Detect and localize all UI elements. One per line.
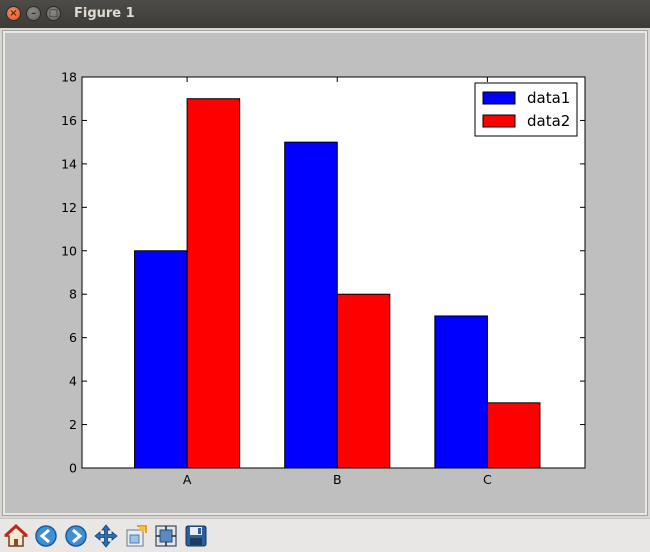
y-tick-label: 2 xyxy=(69,417,77,432)
bar-data2-A xyxy=(186,98,241,469)
bar-data2-C xyxy=(486,402,541,469)
home-button[interactable] xyxy=(3,523,29,549)
zoom-rect-icon xyxy=(126,525,147,547)
legend-label-data1: data1 xyxy=(527,89,570,107)
legend-swatch-data2 xyxy=(482,114,516,128)
minimize-window-icon[interactable]: – xyxy=(26,6,41,21)
y-tick-label: 18 xyxy=(61,70,77,85)
bar-data1-A xyxy=(134,250,188,469)
title-bar: × – □ Figure 1 xyxy=(0,0,650,28)
bar-data2-B xyxy=(336,293,391,469)
x-tick-label: A xyxy=(183,472,192,487)
x-tick-label: B xyxy=(333,472,342,487)
y-tick-label: 10 xyxy=(61,243,77,258)
arrow-right-icon xyxy=(65,525,87,547)
legend-label-data2: data2 xyxy=(527,112,570,130)
pan-button[interactable] xyxy=(93,523,119,549)
bar-data1-B xyxy=(284,141,338,469)
y-tick-label: 16 xyxy=(61,113,77,128)
zoom-button[interactable] xyxy=(123,523,149,549)
y-tick-label: 0 xyxy=(69,461,77,476)
y-tick-label: 6 xyxy=(69,330,77,345)
maximize-window-icon[interactable]: □ xyxy=(46,6,61,21)
subplots-button[interactable] xyxy=(153,523,179,549)
save-icon xyxy=(185,525,207,547)
y-tick-label: 4 xyxy=(69,374,77,389)
subplots-icon xyxy=(155,525,177,547)
back-button[interactable] xyxy=(33,523,59,549)
y-tick-label: 8 xyxy=(69,287,77,302)
forward-button[interactable] xyxy=(63,523,89,549)
home-icon xyxy=(4,524,28,547)
axes-frame xyxy=(81,76,586,469)
x-tick-label: C xyxy=(483,472,492,487)
navigation-toolbar xyxy=(0,518,650,552)
arrow-left-icon xyxy=(35,525,57,547)
save-button[interactable] xyxy=(183,523,209,549)
y-tick-label: 14 xyxy=(61,156,77,171)
bar-data1-C xyxy=(434,315,488,469)
window-title: Figure 1 xyxy=(74,6,135,21)
y-tick-label: 12 xyxy=(61,200,77,215)
pan-icon xyxy=(94,524,118,548)
legend-swatch-data1 xyxy=(482,91,516,105)
close-window-icon[interactable]: × xyxy=(6,6,21,21)
